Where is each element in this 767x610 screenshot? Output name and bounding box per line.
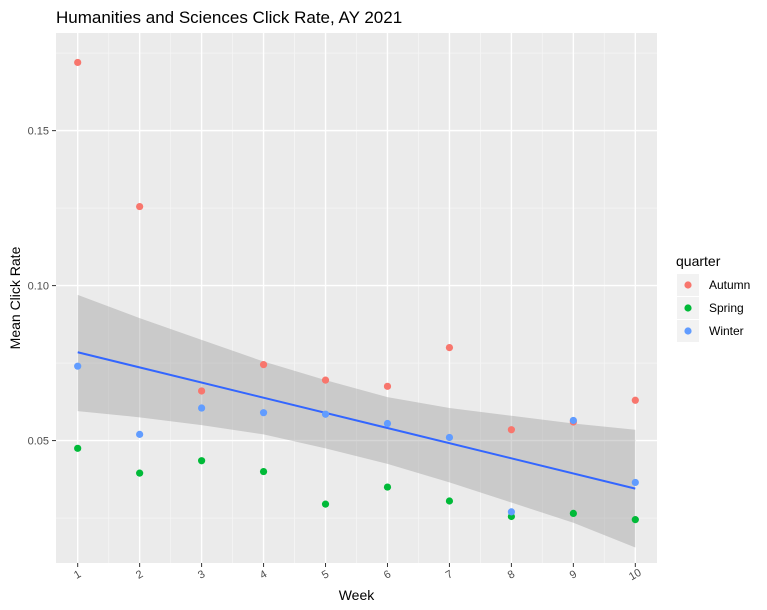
legend-key-spring — [684, 304, 692, 312]
trend-line-layer — [77, 351, 636, 490]
point-spring — [569, 509, 577, 518]
x-tick-label: 3 — [196, 568, 207, 581]
x-tick-label: 5 — [320, 568, 331, 581]
point-winter — [198, 404, 206, 412]
legend-label-autumn: Autumn — [709, 278, 750, 292]
point-autumn — [74, 58, 82, 67]
x-tick-label: 4 — [258, 568, 269, 581]
x-tick-label: 7 — [444, 568, 455, 581]
point-autumn — [198, 387, 206, 395]
point-autumn — [631, 396, 639, 404]
legend: quarter Autumn Spring Winter — [676, 253, 750, 342]
points-layer — [74, 58, 639, 524]
point-autumn — [383, 382, 392, 390]
point-autumn — [259, 361, 268, 369]
point-spring — [136, 469, 144, 477]
x-tick-label: 1 — [72, 568, 83, 581]
point-winter — [507, 508, 515, 516]
x-tick-label: 10 — [627, 567, 644, 584]
x-tick-label: 6 — [382, 568, 393, 581]
point-winter — [569, 416, 577, 425]
minor-gridlines — [56, 33, 657, 563]
major-gridlines — [56, 33, 657, 563]
legend-label-spring: Spring — [709, 301, 744, 315]
point-winter — [631, 478, 639, 487]
point-autumn — [445, 343, 454, 352]
x-axis-ticks: 1 2 3 4 5 6 7 8 9 10 — [72, 563, 644, 583]
point-winter — [383, 419, 392, 428]
trend-line — [77, 351, 636, 490]
point-spring — [198, 457, 206, 465]
legend-key-winter — [684, 327, 692, 335]
point-winter — [321, 410, 330, 418]
point-autumn — [321, 376, 330, 384]
legend-label-winter: Winter — [709, 324, 744, 338]
y-axis-ticks: 0.05 0.10 0.15 — [28, 126, 56, 448]
x-tick-label: 8 — [506, 568, 517, 581]
point-winter — [445, 433, 454, 442]
point-winter — [74, 362, 82, 370]
point-spring — [631, 516, 639, 524]
point-winter — [259, 409, 268, 417]
x-axis-title: Week — [339, 587, 376, 603]
legend-title: quarter — [676, 253, 721, 269]
y-tick-label: 0.15 — [28, 126, 49, 138]
point-autumn — [507, 426, 515, 434]
y-tick-label: 0.05 — [28, 436, 49, 448]
point-winter — [136, 430, 144, 438]
y-axis-title: Mean Click Rate — [7, 246, 23, 349]
point-autumn — [136, 202, 144, 211]
point-spring — [321, 500, 330, 508]
point-spring — [445, 497, 454, 505]
x-tick-label: 9 — [568, 568, 579, 581]
y-tick-label: 0.10 — [28, 281, 49, 293]
point-spring — [74, 444, 82, 452]
chart-title: Humanities and Sciences Click Rate, AY 2… — [56, 8, 402, 27]
point-spring — [259, 467, 268, 476]
point-spring — [383, 483, 392, 491]
legend-key-autumn — [684, 281, 692, 289]
x-tick-label: 2 — [134, 568, 145, 581]
